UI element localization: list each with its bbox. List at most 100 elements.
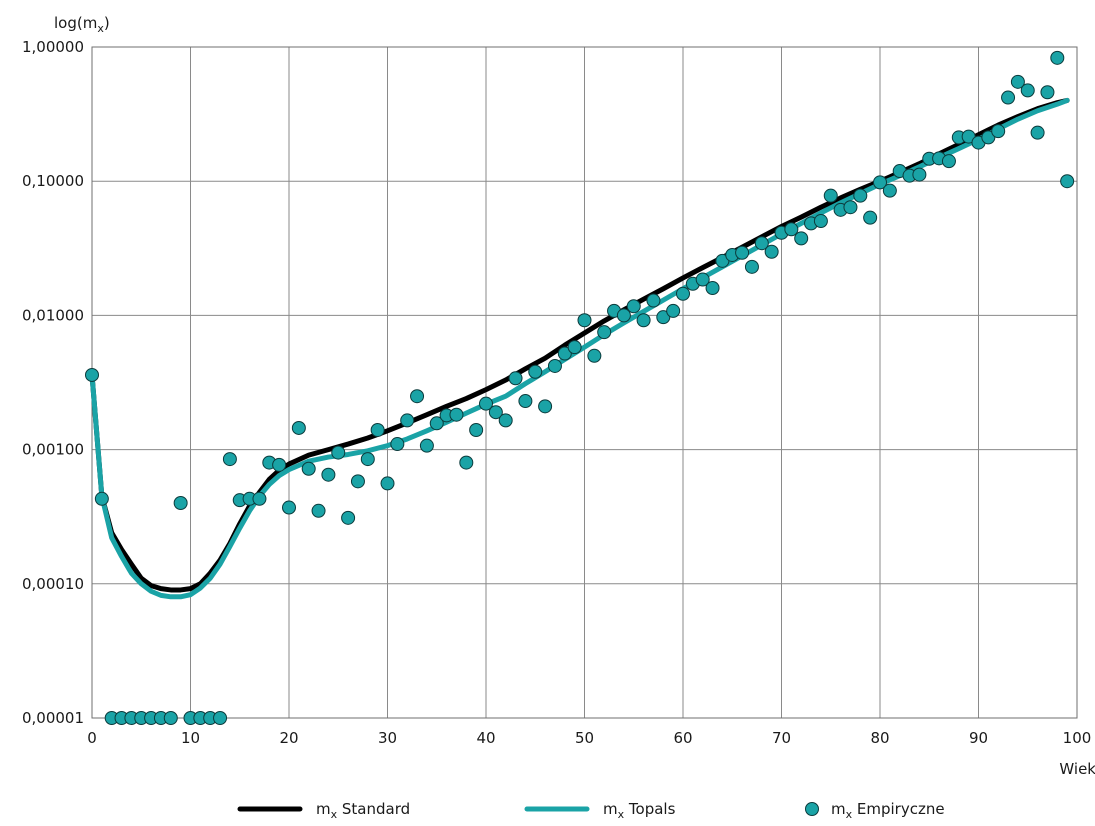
scatter-point (666, 303, 681, 318)
scatter-point (695, 272, 710, 287)
y-axis-title: log(mx) (54, 14, 110, 35)
y-tick-label: 0,01000 (22, 306, 84, 324)
scatter-point (626, 299, 641, 314)
scatter-point (577, 313, 592, 328)
scatter-point (853, 188, 868, 203)
scatter-point (301, 461, 316, 476)
y-tick-label: 0,10000 (22, 172, 84, 190)
scatter-point (646, 293, 661, 308)
legend-swatch (805, 802, 819, 816)
x-tick-label: 30 (378, 729, 397, 747)
grid (91, 46, 1078, 719)
scatter-point (1010, 74, 1025, 89)
scatter-point (538, 399, 553, 414)
x-tick-label: 80 (870, 729, 889, 747)
scatter-point (597, 325, 612, 340)
x-tick-label: 40 (476, 729, 495, 747)
scatter-point (784, 222, 799, 237)
scatter-point (321, 467, 336, 482)
scatter-point (282, 500, 296, 515)
scatter-point (163, 711, 178, 725)
scatter-point (459, 455, 474, 470)
scatter-point (311, 503, 326, 518)
x-tick-label: 50 (575, 729, 594, 747)
scatter-point (360, 452, 375, 467)
scatter-point (813, 214, 828, 229)
scatter-point (1060, 174, 1075, 189)
scatter-point (794, 231, 809, 246)
scatter-point (636, 313, 651, 328)
scatter-point (941, 154, 956, 169)
scatter-point (843, 200, 858, 215)
scatter-point (380, 476, 395, 491)
scatter-point (587, 348, 602, 363)
y-tick-label: 0,00001 (22, 709, 84, 727)
axis-labels: 0 10 20 30 40 50 60 70 80 90 100 0,00001 0,00010 0,00… (22, 38, 1091, 747)
scatter-point (291, 420, 306, 435)
scatter-point (94, 491, 109, 506)
scatter-point (498, 413, 513, 428)
scatter-point (882, 183, 897, 198)
scatter-point (469, 422, 484, 437)
x-tick-label: 70 (772, 729, 791, 747)
scatter-point (429, 416, 444, 431)
scatter-point (991, 124, 1006, 139)
legend-label: mx Topals (603, 800, 676, 821)
scatter-point (350, 474, 365, 489)
scatter-point (557, 346, 572, 361)
scatter-point (656, 310, 671, 325)
scatter-point (754, 236, 769, 251)
scatter-point (370, 422, 385, 437)
x-tick-label: 0 (87, 729, 97, 747)
y-tick-label: 0,00010 (22, 575, 84, 593)
scatter-point (823, 188, 838, 203)
x-tick-label: 60 (673, 729, 692, 747)
y-tick-label: 1,00000 (22, 38, 84, 56)
legend: mx Standard mx Topals mx Empiryczne (237, 800, 945, 821)
legend-label: mx Standard (316, 800, 410, 821)
scatter-point (419, 438, 434, 453)
scatter-points (85, 50, 1075, 725)
scatter-point (518, 394, 533, 409)
scatter-point (331, 445, 346, 460)
scatter-point (1050, 50, 1065, 65)
scatter-point (873, 175, 887, 190)
scatter-point (912, 167, 927, 182)
y-axis-title-close: ) (104, 14, 110, 32)
scatter-point (85, 367, 99, 382)
scatter-point (400, 413, 415, 428)
scatter-point (547, 358, 562, 373)
scatter-point (744, 259, 759, 274)
x-tick-label: 20 (279, 729, 298, 747)
scatter-point (222, 452, 237, 467)
scatter-point (213, 711, 228, 725)
scatter-point (567, 340, 582, 355)
x-tick-label: 100 (1063, 729, 1092, 747)
scatter-point (1040, 85, 1055, 100)
scatter-point (508, 371, 523, 386)
x-axis-title: Wiek (1059, 760, 1095, 778)
scatter-point (705, 281, 720, 296)
x-tick-label: 90 (969, 729, 988, 747)
scatter-point (764, 244, 779, 259)
scatter-point (410, 389, 425, 404)
scatter-point (173, 496, 188, 510)
legend-label: mx Empiryczne (831, 800, 945, 821)
scatter-point (488, 405, 503, 420)
scatter-point (676, 286, 690, 301)
y-tick-label: 0,00100 (22, 441, 84, 459)
scatter-point (479, 396, 493, 411)
scatter-point (449, 407, 464, 422)
scatter-point (735, 245, 750, 260)
scatter-point (272, 457, 287, 472)
scatter-point (1001, 90, 1016, 105)
scatter-point (981, 130, 996, 145)
scatter-point (528, 364, 543, 379)
scatter-point (341, 510, 356, 525)
scatter-point (616, 308, 631, 323)
scatter-point (1030, 125, 1045, 140)
x-tick-label: 10 (181, 729, 200, 747)
y-axis-title-sub: x (97, 22, 104, 35)
